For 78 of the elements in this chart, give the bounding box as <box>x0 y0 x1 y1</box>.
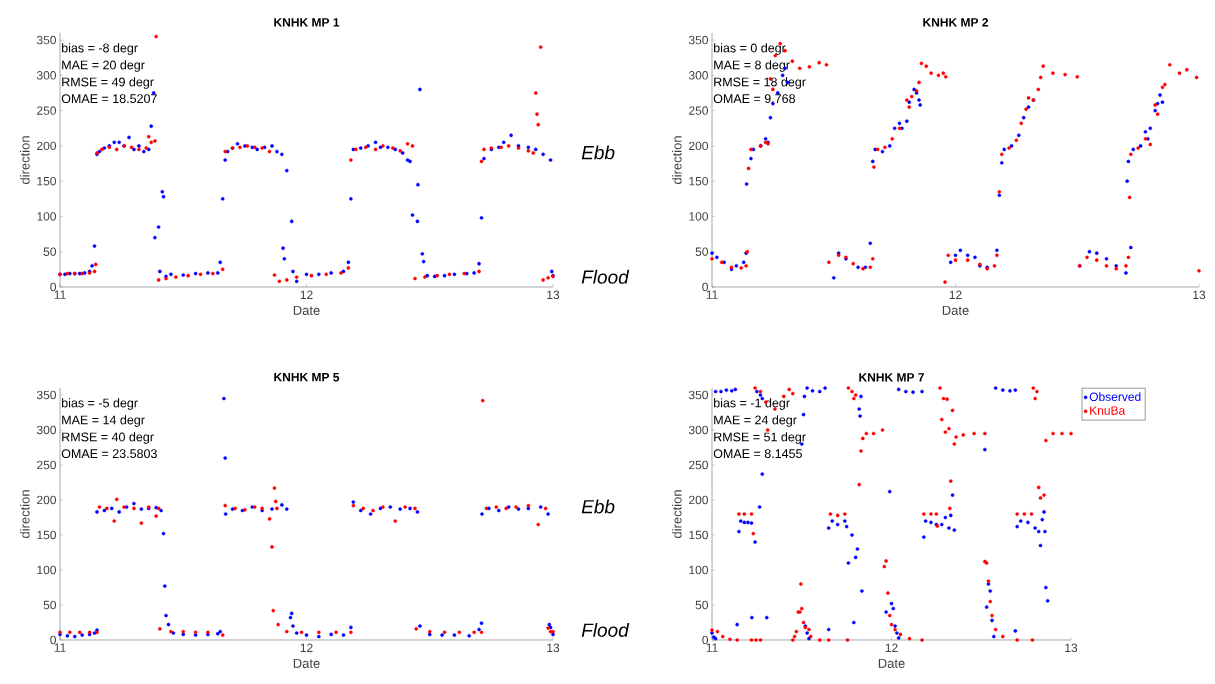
annotation: RMSE = 18 degr <box>714 77 806 89</box>
x-tick-label: 12 <box>300 290 313 299</box>
text: Ebb <box>581 145 615 160</box>
y-tick-label: 150 <box>37 530 57 540</box>
y-tick-label: 150 <box>689 176 709 186</box>
x-tick-label: 12 <box>949 290 962 299</box>
y-tick-label: 300 <box>688 425 709 435</box>
annotation: MAE = 24 degr <box>714 415 797 427</box>
y-tick-label: 300 <box>688 71 709 80</box>
legend-label: KnuBa <box>1090 406 1126 415</box>
x-tick-label: 12 <box>885 643 898 652</box>
annotation: OMAE = 8.1455 <box>713 449 802 459</box>
chart-title: KNHK MP 7 <box>859 373 924 382</box>
y-tick-label: 0 <box>50 282 57 292</box>
y-tick-label: 200 <box>37 495 57 505</box>
x-axis-title: Date <box>942 305 969 315</box>
y-tick-label: 200 <box>37 141 57 151</box>
annotation: bias = -5 degr <box>62 398 138 410</box>
legend-label: Observed <box>1089 392 1141 401</box>
y-tick-label: 350 <box>688 390 709 400</box>
y-axis-title: direction <box>672 490 682 539</box>
annotation: bias = -8 degr <box>62 43 138 55</box>
x-tick-label: 13 <box>547 643 560 653</box>
annotation: RMSE = 49 degr <box>62 77 154 89</box>
y-tick-label: 350 <box>688 35 709 45</box>
y-tick-label: 100 <box>689 565 709 575</box>
x-tick-label: 13 <box>1065 643 1078 653</box>
annotation: MAE = 14 degr <box>62 415 145 427</box>
y-tick-label: 100 <box>37 565 57 575</box>
y-tick-label: 100 <box>689 212 709 221</box>
annotation: bias = -1 degr <box>714 398 790 410</box>
y-tick-label: 250 <box>37 106 57 115</box>
x-axis-title: Date <box>293 658 320 668</box>
text: Flood <box>581 622 630 637</box>
y-tick-label: 50 <box>695 600 709 610</box>
y-tick-label: 150 <box>689 530 709 540</box>
x-tick-label: 11 <box>706 290 718 299</box>
chart-title: KNHK MP 5 <box>274 373 340 382</box>
y-tick-label: 100 <box>37 212 57 221</box>
chart-title: KNHK MP 2 <box>923 18 989 27</box>
y-tick-label: 150 <box>37 176 57 186</box>
x-tick-label: 13 <box>547 290 560 300</box>
x-tick-label: 13 <box>1193 290 1206 300</box>
y-tick-label: 250 <box>37 460 57 470</box>
annotation: MAE = 20 degr <box>62 60 145 72</box>
y-tick-label: 0 <box>702 282 709 292</box>
text: Flood <box>581 269 630 284</box>
y-axis-title: direction <box>672 136 682 185</box>
chart-title: KNHK MP 1 <box>274 18 340 27</box>
annotation: RMSE = 40 degr <box>62 432 154 444</box>
y-tick-label: 200 <box>689 141 709 151</box>
y-tick-label: 350 <box>36 35 57 45</box>
y-tick-label: 250 <box>689 106 709 115</box>
x-axis-title: Date <box>878 658 905 668</box>
y-tick-label: 250 <box>689 460 709 470</box>
x-tick-label: 11 <box>54 290 66 299</box>
annotation: OMAE = 9.768 <box>713 94 795 104</box>
y-tick-label: 300 <box>36 425 57 435</box>
y-tick-label: 50 <box>43 600 57 610</box>
x-axis-title: Date <box>293 305 320 315</box>
y-axis-title: direction <box>20 490 30 539</box>
annotation: MAE = 8 degr <box>714 60 790 72</box>
y-tick-label: 300 <box>36 71 57 80</box>
annotation: OMAE = 23.5803 <box>61 449 157 459</box>
x-tick-label: 11 <box>706 643 718 652</box>
y-tick-label: 50 <box>695 247 709 256</box>
x-tick-label: 12 <box>300 643 313 652</box>
y-tick-label: 0 <box>702 635 709 645</box>
y-tick-label: 350 <box>36 390 57 400</box>
text: Ebb <box>581 499 615 514</box>
x-tick-label: 11 <box>54 643 66 652</box>
y-axis-title: direction <box>20 136 30 185</box>
annotation: bias = 0 degr <box>714 43 786 55</box>
annotation: RMSE = 51 degr <box>714 432 806 444</box>
annotation: OMAE = 18.5207 <box>61 94 157 104</box>
y-tick-label: 200 <box>689 495 709 505</box>
y-tick-label: 50 <box>43 247 57 256</box>
y-tick-label: 0 <box>50 635 57 645</box>
